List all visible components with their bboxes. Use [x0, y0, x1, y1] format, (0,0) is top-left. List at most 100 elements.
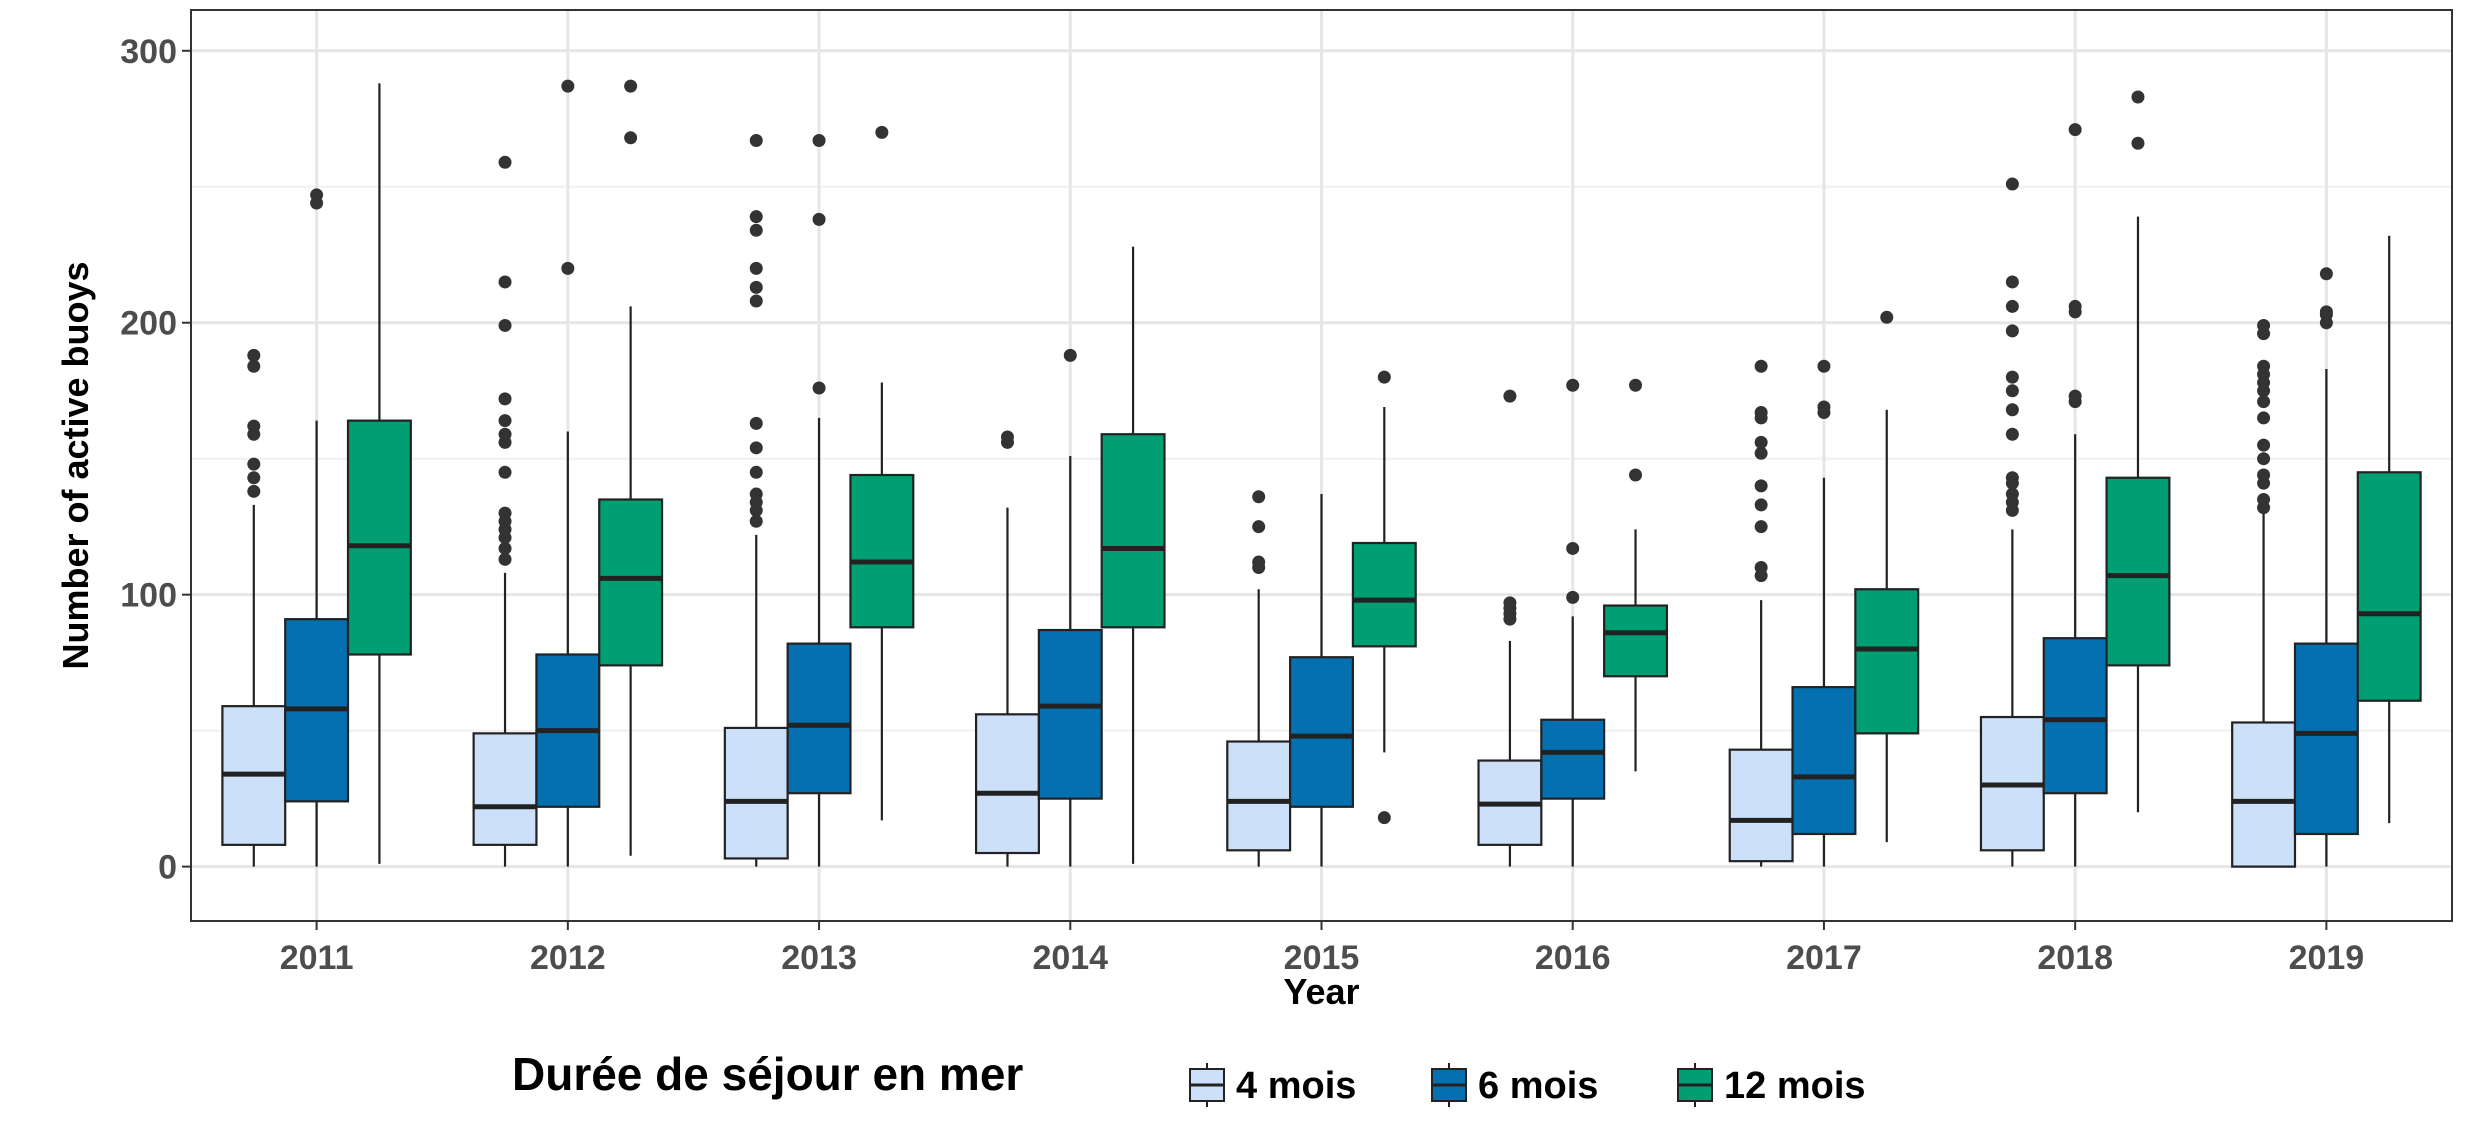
x-tick-label: 2013 — [781, 939, 857, 977]
box-iqr — [849, 473, 915, 629]
outlier-point — [2068, 123, 2082, 137]
y-tick-label: 100 — [120, 577, 177, 615]
outlier-point — [1629, 378, 1643, 392]
outlier-point — [1754, 498, 1768, 512]
outlier-point — [2005, 471, 2019, 485]
box-2017-12-mois — [1854, 310, 1920, 843]
legend-title: Durée de séjour en mer — [512, 1048, 1023, 1100]
outlier-point — [2005, 177, 2019, 191]
box-2016-4-mois — [1477, 389, 1543, 867]
box-iqr — [2356, 471, 2422, 702]
outlier-point — [749, 465, 763, 479]
outlier-point — [1000, 430, 1014, 444]
box-2013-6-mois — [786, 134, 852, 867]
outlier-point — [1754, 520, 1768, 534]
box-iqr — [472, 732, 538, 846]
outlier-point — [812, 134, 826, 148]
box-2012-4-mois — [472, 155, 538, 867]
box-2016-12-mois — [1603, 378, 1669, 772]
outlier-point — [624, 79, 638, 93]
box-iqr — [2042, 637, 2108, 795]
x-tick-label: 2017 — [1786, 939, 1862, 977]
box-2015-4-mois — [1226, 490, 1292, 867]
box-iqr — [723, 726, 789, 860]
legend: 4 mois 6 mois 12 mois — [1189, 1063, 1866, 1107]
box-2014-6-mois — [1037, 348, 1103, 867]
outlier-point — [1817, 359, 1831, 373]
box-iqr — [974, 713, 1040, 855]
box-2019-4-mois — [2231, 318, 2297, 868]
outlier-point — [1377, 370, 1391, 384]
outlier-point — [247, 484, 261, 498]
outlier-point — [561, 261, 575, 275]
box-iqr — [598, 498, 664, 667]
box-2017-4-mois — [1728, 359, 1794, 867]
box-2013-12-mois — [849, 125, 915, 821]
outlier-point — [749, 280, 763, 294]
outlier-point — [247, 359, 261, 373]
x-tick-label: 2016 — [1535, 939, 1611, 977]
box-iqr — [1037, 628, 1103, 800]
box-iqr — [346, 419, 412, 656]
outlier-point — [749, 261, 763, 275]
box-2012-6-mois — [535, 79, 601, 867]
outlier-point — [1629, 468, 1643, 482]
outlier-point — [624, 131, 638, 145]
y-tick-label: 200 — [120, 305, 177, 343]
outlier-point — [247, 457, 261, 471]
outlier-point — [2257, 492, 2271, 506]
box-layer — [221, 79, 2422, 868]
box-2014-4-mois — [974, 430, 1040, 867]
outlier-point — [2005, 370, 2019, 384]
x-tick-label: 2014 — [1032, 939, 1108, 977]
outlier-point — [749, 514, 763, 528]
outlier-point — [749, 210, 763, 224]
outlier-point — [2319, 305, 2333, 319]
outlier-point — [1880, 310, 1894, 324]
box-iqr — [1100, 433, 1166, 629]
outlier-point — [2257, 359, 2271, 373]
outlier-point — [749, 134, 763, 148]
outlier-point — [1817, 400, 1831, 414]
outlier-point — [1566, 378, 1580, 392]
box-2015-6-mois — [1288, 494, 1355, 867]
outlier-point — [2257, 438, 2271, 452]
outlier-point — [1503, 389, 1517, 403]
box-iqr — [2293, 642, 2359, 836]
outlier-point — [1754, 435, 1768, 449]
outlier-point — [2005, 299, 2019, 313]
outlier-point — [498, 506, 512, 520]
box-2019-12-mois — [2356, 235, 2422, 824]
outlier-point — [749, 487, 763, 501]
outlier-point — [2319, 267, 2333, 281]
outlier-point — [749, 294, 763, 308]
box-2013-4-mois — [723, 134, 789, 867]
outlier-point — [1063, 348, 1077, 362]
outlier-point — [498, 552, 512, 566]
outlier-point — [749, 441, 763, 455]
outlier-point — [1566, 541, 1580, 555]
outlier-point — [1754, 405, 1768, 419]
box-iqr — [1603, 604, 1669, 678]
x-tick-label: 2018 — [2037, 939, 2113, 977]
x-tick-label: 2012 — [530, 939, 606, 977]
box-2019-6-mois — [2293, 267, 2359, 867]
box-2018-6-mois — [2042, 123, 2108, 867]
outlier-point — [1503, 596, 1517, 610]
outlier-point — [1252, 520, 1266, 534]
y-tick-label: 0 — [158, 849, 177, 887]
y-axis-title: Number of active buoys — [55, 261, 96, 669]
outlier-point — [310, 188, 324, 202]
outlier-point — [2131, 90, 2145, 104]
x-axis-title: Year — [1283, 971, 1359, 1012]
outlier-point — [2257, 411, 2271, 425]
legend-item-4-mois: 4 mois — [1189, 1063, 1356, 1107]
outlier-point — [1377, 811, 1391, 825]
box-2017-6-mois — [1791, 359, 1857, 867]
outlier-point — [1566, 590, 1580, 604]
outlier-point — [2005, 324, 2019, 338]
box-iqr — [1226, 740, 1292, 852]
outlier-point — [498, 541, 512, 555]
outlier-point — [2005, 384, 2019, 398]
outlier-point — [561, 79, 575, 93]
